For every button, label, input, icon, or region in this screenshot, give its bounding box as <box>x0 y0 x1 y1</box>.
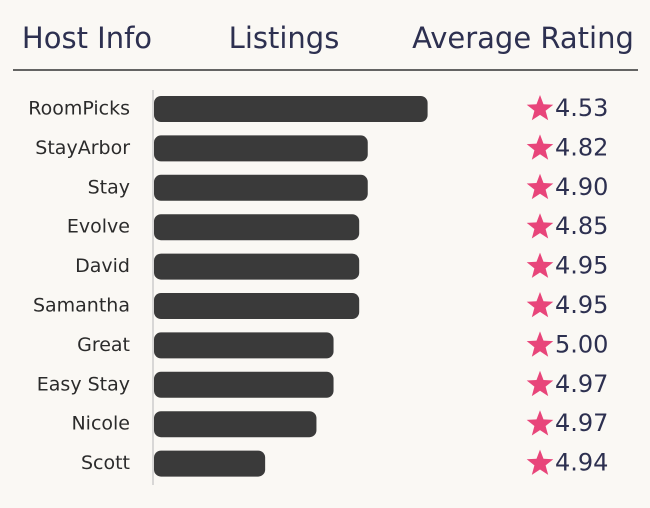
rating-label: 4.82 <box>555 133 608 161</box>
star-icon <box>526 370 554 397</box>
star-icon <box>526 95 554 121</box>
host-label: Samantha <box>33 295 130 317</box>
bar <box>154 450 266 477</box>
star-icon <box>526 134 554 160</box>
rating-label: 4.90 <box>555 173 608 201</box>
star-icon <box>526 331 554 357</box>
host-label: Easy Stay <box>37 373 130 395</box>
bar <box>154 174 368 201</box>
rating-label: 4.53 <box>555 94 608 122</box>
rating-label: 4.85 <box>555 212 608 240</box>
star-icon <box>526 213 554 239</box>
bar <box>154 411 317 438</box>
rating-label: 4.94 <box>555 449 608 477</box>
rating-label: 4.97 <box>555 370 608 398</box>
rating-label: 4.95 <box>555 252 608 280</box>
host-label: Stay <box>88 176 130 198</box>
host-label: Scott <box>81 452 130 474</box>
rating-label: 4.95 <box>555 291 608 319</box>
bar <box>154 332 334 359</box>
star-icon <box>526 449 554 475</box>
host-label: Great <box>77 334 130 356</box>
bar <box>154 253 360 280</box>
host-label: StayArbor <box>35 137 130 159</box>
host-label: David <box>75 255 130 277</box>
host-label: Nicole <box>71 413 130 435</box>
column-header: Host Info <box>22 21 152 55</box>
host-label: RoomPicks <box>28 98 130 120</box>
rating-label: 5.00 <box>555 330 608 358</box>
star-icon <box>526 173 554 200</box>
rating-label: 4.97 <box>555 409 608 437</box>
star-icon <box>526 252 554 278</box>
column-header: Average Rating <box>412 21 634 55</box>
bar <box>154 96 428 122</box>
bar <box>154 214 360 241</box>
bar <box>154 371 334 398</box>
star-icon <box>526 292 554 318</box>
host-label: Evolve <box>67 216 130 238</box>
bar <box>154 135 368 162</box>
column-header: Listings <box>229 21 340 55</box>
bar <box>154 293 360 319</box>
star-icon <box>526 410 554 436</box>
